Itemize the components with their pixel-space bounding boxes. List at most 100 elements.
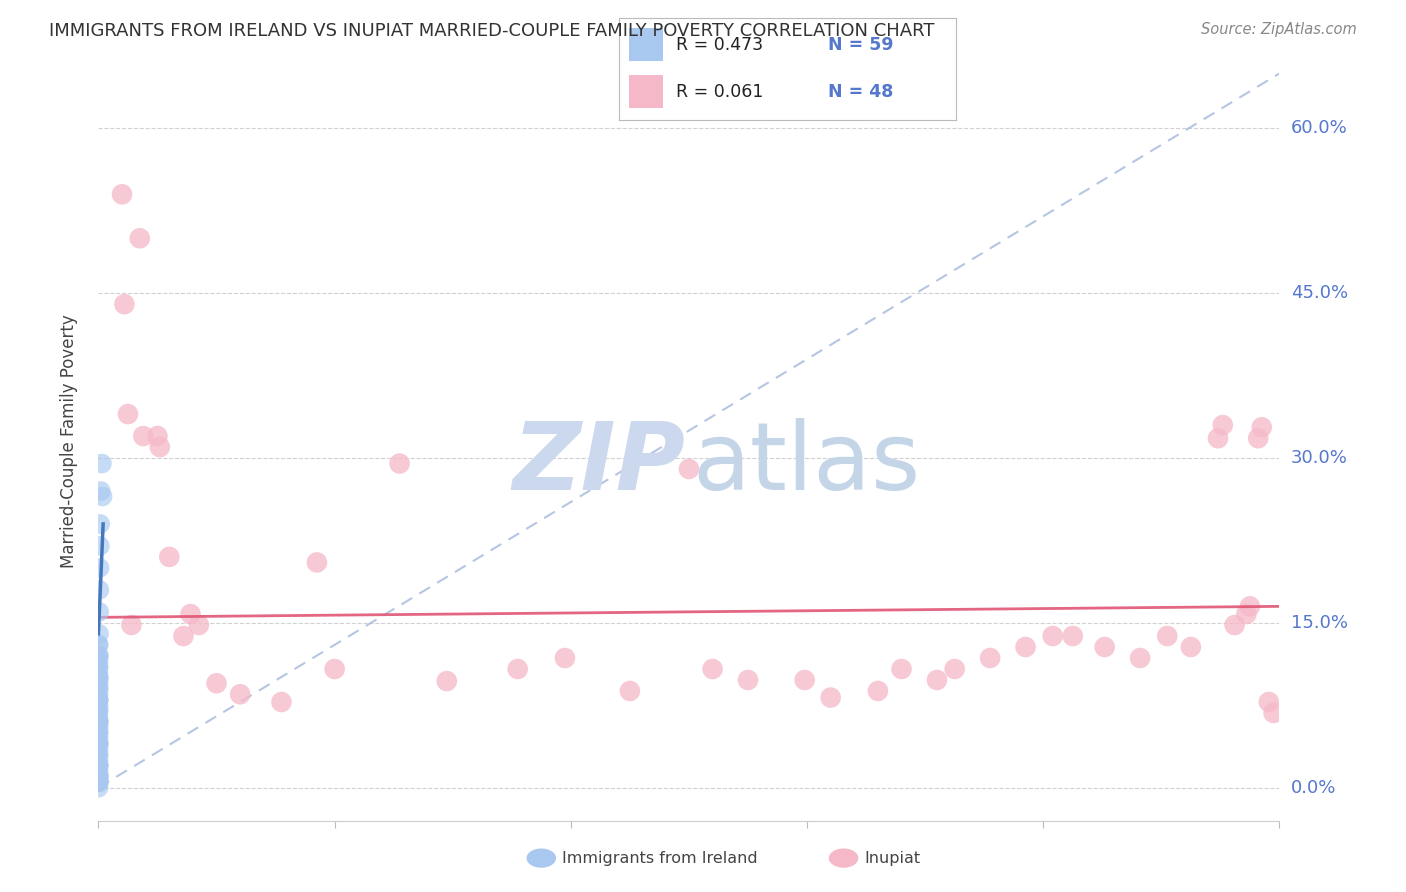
- Point: [157, 549, 180, 564]
- Point: [128, 231, 150, 245]
- Point: [87, 627, 110, 641]
- Point: [737, 673, 759, 687]
- Point: [554, 651, 576, 665]
- Point: [87, 671, 110, 685]
- Point: [87, 775, 110, 789]
- Point: [87, 725, 110, 739]
- Point: [90, 483, 112, 498]
- Point: [87, 648, 110, 663]
- Point: [87, 770, 110, 784]
- Point: [702, 662, 724, 676]
- Point: [87, 671, 110, 685]
- Point: [1094, 640, 1116, 654]
- Point: [87, 770, 110, 784]
- Point: [1239, 599, 1261, 614]
- Point: [87, 714, 110, 729]
- Text: Inupiat: Inupiat: [865, 851, 921, 865]
- Point: [87, 681, 110, 696]
- Point: [87, 747, 110, 762]
- Point: [866, 684, 889, 698]
- Text: R = 0.473: R = 0.473: [676, 36, 763, 54]
- Point: [229, 687, 252, 701]
- Point: [89, 539, 111, 553]
- Point: [323, 662, 346, 676]
- Point: [87, 692, 110, 706]
- Point: [87, 704, 110, 718]
- Point: [87, 692, 110, 706]
- Point: [87, 775, 110, 789]
- Point: [270, 695, 292, 709]
- Point: [112, 297, 135, 311]
- Point: [87, 720, 110, 734]
- Point: [925, 673, 948, 687]
- Point: [1156, 629, 1178, 643]
- Point: [89, 516, 111, 531]
- Point: [87, 692, 110, 706]
- Point: [1234, 607, 1257, 621]
- Point: [1206, 431, 1229, 445]
- Point: [87, 671, 110, 685]
- Point: [117, 407, 139, 421]
- Point: [1180, 640, 1202, 654]
- Point: [87, 654, 110, 668]
- Point: [1223, 618, 1246, 632]
- Point: [1250, 420, 1272, 434]
- Point: [87, 687, 110, 701]
- Point: [87, 780, 110, 795]
- Point: [506, 662, 529, 676]
- Point: [87, 753, 110, 767]
- Point: [121, 618, 143, 632]
- Point: [87, 681, 110, 696]
- Point: [388, 457, 411, 471]
- Point: [87, 698, 110, 713]
- Text: ZIP: ZIP: [513, 418, 685, 510]
- Point: [87, 758, 110, 772]
- Point: [87, 742, 110, 756]
- Point: [87, 648, 110, 663]
- Point: [87, 758, 110, 772]
- Point: [87, 714, 110, 729]
- Bar: [628, 28, 662, 61]
- Bar: [628, 75, 662, 108]
- Point: [305, 556, 328, 570]
- Point: [87, 775, 110, 789]
- Point: [89, 561, 111, 575]
- Point: [87, 737, 110, 751]
- Point: [87, 737, 110, 751]
- Point: [87, 638, 110, 652]
- Point: [793, 673, 815, 687]
- Point: [91, 457, 114, 471]
- Text: R = 0.061: R = 0.061: [676, 83, 763, 101]
- Point: [87, 758, 110, 772]
- Point: [91, 490, 114, 504]
- Point: [1042, 629, 1064, 643]
- Text: atlas: atlas: [693, 418, 921, 510]
- Point: [1129, 651, 1152, 665]
- Text: 45.0%: 45.0%: [1291, 285, 1348, 302]
- Point: [1014, 640, 1036, 654]
- Text: IMMIGRANTS FROM IRELAND VS INUPIAT MARRIED-COUPLE FAMILY POVERTY CORRELATION CHA: IMMIGRANTS FROM IRELAND VS INUPIAT MARRI…: [49, 22, 935, 40]
- Point: [149, 440, 172, 454]
- Point: [132, 429, 155, 443]
- Text: 60.0%: 60.0%: [1291, 120, 1347, 137]
- Text: 30.0%: 30.0%: [1291, 449, 1347, 467]
- Point: [87, 725, 110, 739]
- Point: [87, 676, 110, 690]
- Point: [87, 731, 110, 746]
- Point: [89, 605, 111, 619]
- Point: [89, 582, 111, 597]
- Point: [87, 714, 110, 729]
- Text: Source: ZipAtlas.com: Source: ZipAtlas.com: [1201, 22, 1357, 37]
- Text: 15.0%: 15.0%: [1291, 614, 1347, 632]
- Point: [436, 674, 458, 689]
- Point: [87, 665, 110, 680]
- Text: N = 59: N = 59: [828, 36, 893, 54]
- Point: [87, 775, 110, 789]
- Text: Immigrants from Ireland: Immigrants from Ireland: [562, 851, 758, 865]
- Point: [87, 764, 110, 779]
- Point: [87, 660, 110, 674]
- Point: [1263, 706, 1285, 720]
- Point: [619, 684, 641, 698]
- Point: [180, 607, 202, 621]
- Point: [87, 770, 110, 784]
